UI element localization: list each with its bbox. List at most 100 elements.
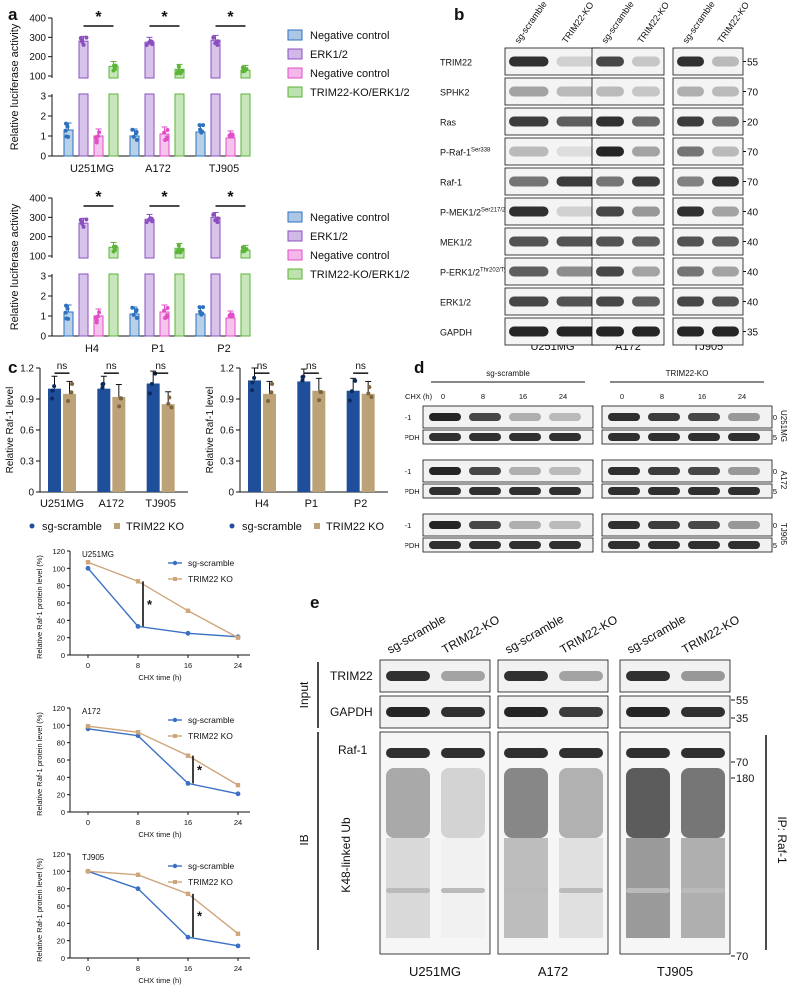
blot-band (688, 541, 720, 549)
legend-swatch (173, 577, 177, 581)
data-point (319, 390, 324, 395)
blot-band (469, 433, 501, 441)
series-line (87, 561, 239, 639)
y-tick-label: 80 (57, 739, 65, 748)
panel-letter-a: a (8, 5, 18, 24)
x-tick-label: H4 (255, 498, 269, 510)
y-axis-label: Relative Raf-1 level (205, 387, 216, 474)
y-tick-label: 200 (29, 52, 46, 63)
legend-label: sg-scramble (188, 715, 235, 725)
y-tick-label: 120 (52, 547, 65, 556)
y-tick-label: 120 (52, 704, 65, 713)
data-point (134, 137, 139, 142)
timepoint-label: 8 (660, 392, 664, 401)
blot-band (712, 86, 739, 97)
blot-band (728, 433, 760, 441)
mw-marker: 70 (747, 88, 759, 99)
legend-label: TRIM22-KO/ERK1/2 (310, 269, 410, 281)
blot-band (509, 326, 549, 337)
x-tick-label: 16 (184, 818, 192, 827)
data-point (97, 130, 102, 135)
legend-swatch (287, 67, 303, 79)
significance-mark: * (95, 9, 102, 26)
blot-band (677, 206, 704, 217)
blot-band (712, 296, 739, 307)
legend-label: sg-scramble (188, 861, 235, 871)
blot-band (608, 467, 640, 475)
blot-band (509, 467, 541, 475)
legend-label: sg-scramble (42, 521, 102, 533)
bar (108, 93, 119, 157)
timepoint-label: 0 (620, 392, 624, 401)
row-label: K48-linked Ub (339, 817, 353, 893)
row-label: GAPDH (330, 705, 373, 719)
chx-line-chart-a172: Relative Raf-1 protein level (%) 0 20 40 60 8… (35, 704, 250, 839)
blot-band (556, 326, 596, 337)
mw-marker: 40 (747, 238, 759, 249)
bar (174, 93, 185, 157)
blot-band (677, 176, 704, 187)
y-tick-label: 100 (52, 867, 65, 876)
blot-box (422, 429, 594, 445)
y-tick-label: 60 (57, 599, 65, 608)
blot-band (632, 86, 660, 97)
svg-text:a: a (8, 5, 18, 24)
data-point (176, 243, 181, 248)
data-point (201, 305, 206, 310)
series-line (87, 725, 239, 786)
data-point (93, 135, 98, 140)
blot-band (728, 521, 760, 529)
svg-text:d: d (414, 358, 424, 377)
legend-swatch (287, 211, 303, 223)
y-tick-label: 3 (40, 92, 46, 103)
legend-swatch (173, 734, 177, 738)
y-tick-label: 0 (228, 488, 234, 499)
blot-band (509, 56, 549, 67)
row-label: P-MEK1/2Ser217/221 (440, 208, 513, 218)
mw-marker: 70 (736, 757, 748, 769)
column-label: sg-scramble (503, 612, 567, 657)
data-point (50, 388, 55, 393)
data-point (198, 127, 203, 132)
y-axis-label: Relative Raf-1 protein level (%) (35, 712, 44, 816)
chx-line-chart-u251mg: Relative Raf-1 protein level (%) 0 20 40 60 8… (35, 547, 250, 682)
bar (210, 273, 221, 337)
data-point (162, 308, 167, 313)
bar (312, 390, 326, 492)
data-point (235, 791, 241, 797)
input-label: Input (300, 681, 311, 708)
timepoint-label: 16 (698, 392, 706, 401)
blot-band (596, 176, 624, 187)
data-point (300, 375, 305, 380)
data-point (149, 39, 154, 44)
data-point (64, 134, 69, 139)
chart-title: A172 (82, 707, 101, 716)
data-point (80, 221, 85, 226)
significance-mark: * (197, 909, 203, 924)
blot-band (386, 888, 430, 893)
data-point (112, 245, 117, 250)
y-tick-label: 100 (52, 721, 65, 730)
blot-band (441, 748, 485, 758)
y-axis-label: Relative luciferase activity (9, 203, 21, 330)
bar (240, 273, 251, 337)
ip-label: IP: Raf-1 (775, 816, 788, 864)
svg-text:b: b (454, 5, 464, 24)
blot-band (648, 433, 680, 441)
row-label: GAPDH (440, 328, 472, 338)
data-point (230, 133, 235, 138)
bar (78, 273, 89, 337)
timepoint-label: 24 (559, 392, 567, 401)
y-tick-label: 1.2 (220, 364, 234, 375)
data-point (94, 138, 99, 143)
blot-band (688, 467, 720, 475)
legend-label: ERK1/2 (310, 49, 348, 61)
blot-band (596, 146, 624, 157)
bar (248, 380, 261, 492)
blot-band (712, 236, 739, 247)
y-tick-label: 0 (28, 488, 34, 499)
data-point (185, 608, 191, 613)
y-tick-label: 1 (40, 312, 46, 323)
blot-band (681, 707, 725, 717)
data-point (166, 401, 171, 406)
